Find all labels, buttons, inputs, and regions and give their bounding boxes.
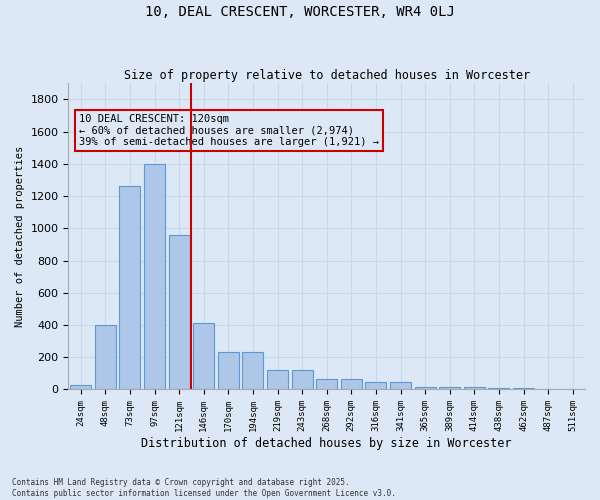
Bar [415, 387, 436, 390]
Bar [292, 370, 313, 390]
Text: 10 DEAL CRESCENT: 120sqm
← 60% of detached houses are smaller (2,974)
39% of sem: 10 DEAL CRESCENT: 120sqm ← 60% of detach… [79, 114, 379, 147]
Bar [169, 234, 190, 390]
Bar [242, 352, 263, 390]
Bar [513, 388, 534, 390]
Bar [464, 387, 485, 390]
Bar [341, 379, 362, 390]
Text: Contains HM Land Registry data © Crown copyright and database right 2025.
Contai: Contains HM Land Registry data © Crown c… [12, 478, 396, 498]
Bar [267, 370, 288, 390]
X-axis label: Distribution of detached houses by size in Worcester: Distribution of detached houses by size … [142, 437, 512, 450]
Bar [119, 186, 140, 390]
Bar [95, 325, 116, 390]
Bar [316, 379, 337, 390]
Bar [144, 164, 165, 390]
Bar [218, 352, 239, 390]
Bar [439, 387, 460, 390]
Y-axis label: Number of detached properties: Number of detached properties [15, 146, 25, 327]
Bar [70, 386, 91, 390]
Title: Size of property relative to detached houses in Worcester: Size of property relative to detached ho… [124, 69, 530, 82]
Bar [488, 388, 509, 390]
Text: 10, DEAL CRESCENT, WORCESTER, WR4 0LJ: 10, DEAL CRESCENT, WORCESTER, WR4 0LJ [145, 5, 455, 19]
Bar [390, 382, 411, 390]
Bar [193, 322, 214, 390]
Bar [365, 382, 386, 390]
